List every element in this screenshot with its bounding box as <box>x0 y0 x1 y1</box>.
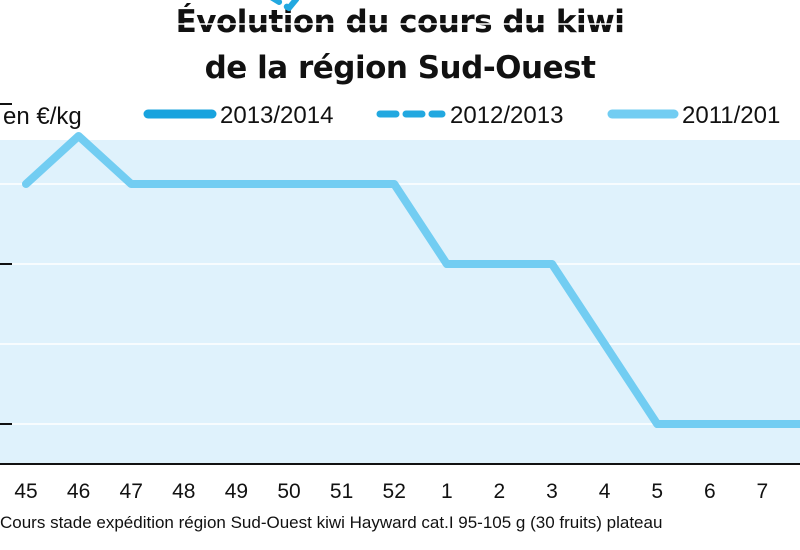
chart-title-line-2: de la région Sud-Ouest <box>204 50 596 86</box>
legend-label-1: 2012/2013 <box>450 102 563 129</box>
x-tick-label: 45 <box>14 480 37 503</box>
x-tick-label: 6 <box>704 480 716 503</box>
x-tick-label: 51 <box>330 480 353 503</box>
x-tick-label: 2 <box>494 480 506 503</box>
x-tick-label: 48 <box>172 480 195 503</box>
chart-caption: Cours stade expédition région Sud-Ouest … <box>0 513 663 532</box>
x-tick-label: 5 <box>651 480 663 503</box>
x-tick-label: 50 <box>277 480 300 503</box>
x-tick-label: 47 <box>120 480 143 503</box>
x-tick-label: 4 <box>599 480 611 503</box>
series-lines <box>22 0 800 428</box>
x-tick-label: 3 <box>546 480 558 503</box>
x-tick-label: 7 <box>757 480 769 503</box>
legend: 2013/2014 2012/2013 2011/201 <box>143 102 780 129</box>
x-tick-label: 52 <box>383 480 406 503</box>
x-ticks: 45 46 47 48 49 50 51 52 1 2 3 4 5 6 7 <box>14 480 768 503</box>
unit-label: en €/kg <box>3 103 82 130</box>
x-tick-label: 49 <box>225 480 248 503</box>
series-line-2012-2013 <box>270 0 300 11</box>
chart-title-line-1: Évolution du cours du kiwi <box>175 4 625 40</box>
series-line-2011-2012 <box>22 132 800 428</box>
legend-label-0: 2013/2014 <box>220 102 333 129</box>
legend-label-2: 2011/201 <box>682 102 780 129</box>
x-tick-label: 1 <box>441 480 453 503</box>
x-tick-label: 46 <box>67 480 90 503</box>
